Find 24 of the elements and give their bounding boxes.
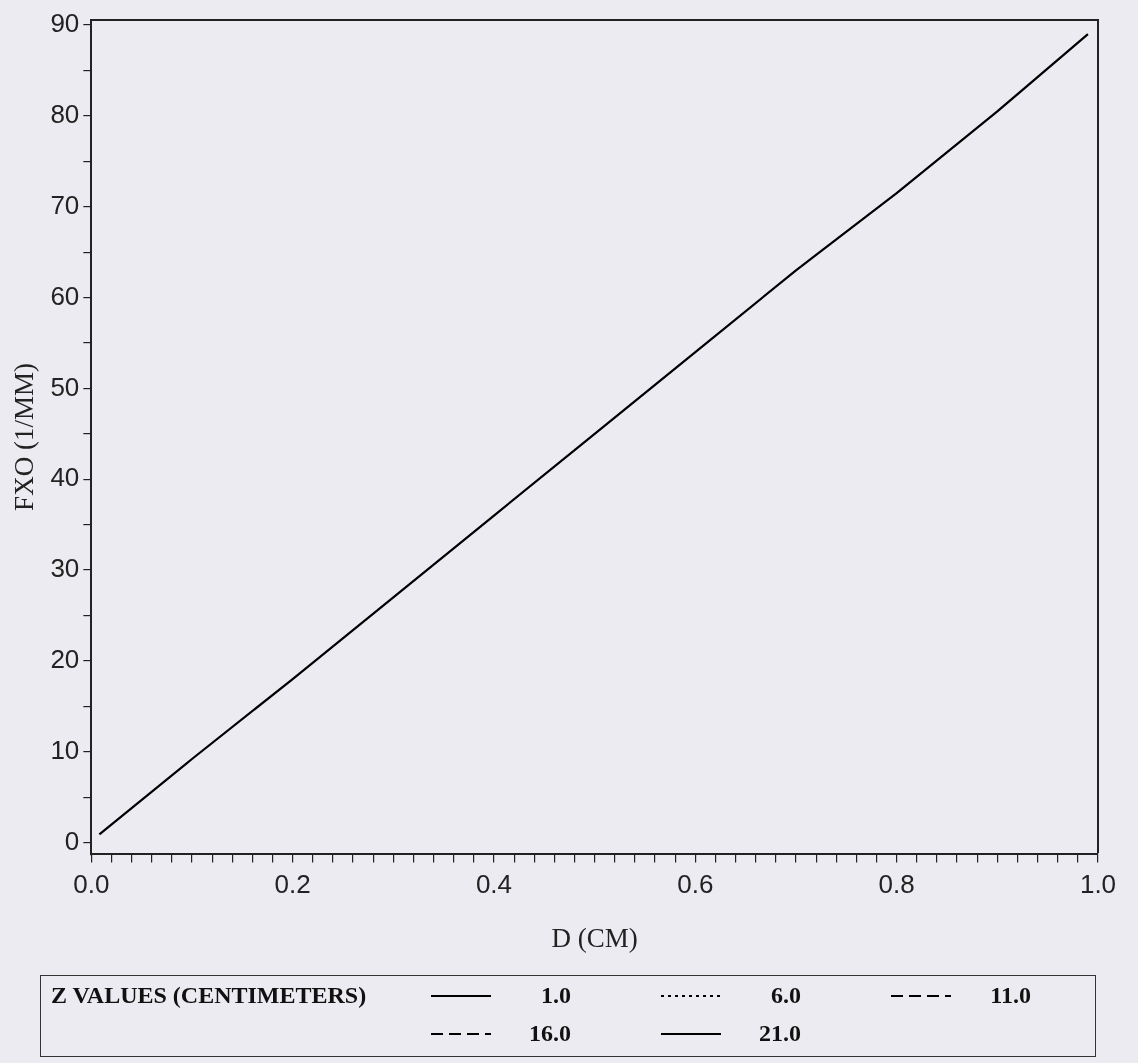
y-tick-label: 10 xyxy=(50,734,80,765)
x-tick-label: 0.4 xyxy=(475,869,513,900)
legend-label: 6.0 xyxy=(770,982,801,1009)
x-tick-label: 1.0 xyxy=(1079,869,1117,900)
y-tick-label: 20 xyxy=(50,644,80,675)
y-tick-label: 50 xyxy=(50,371,80,402)
x-tick-label: 0.6 xyxy=(677,869,714,900)
y-tick-label: 90 xyxy=(50,8,80,39)
y-tick-label: 70 xyxy=(50,189,80,220)
y-tick-label: 0 xyxy=(64,825,80,856)
legend-title: Z VALUES (CENTIMETERS) xyxy=(51,982,367,1009)
y-axis-title: FXO (1/MM) xyxy=(9,363,40,511)
x-axis-title: D (CM) xyxy=(551,922,638,953)
legend-label: 16.0 xyxy=(528,1020,571,1047)
legend-label: 1.0 xyxy=(540,982,571,1009)
legend-label: 11.0 xyxy=(989,982,1031,1009)
y-tick-label: 30 xyxy=(50,553,80,584)
y-tick-label: 40 xyxy=(50,462,80,493)
x-tick-label: 0.2 xyxy=(274,869,311,900)
y-tick-label: 80 xyxy=(50,99,80,130)
y-tick-label: 60 xyxy=(50,280,80,311)
x-tick-label: 0.8 xyxy=(878,869,915,900)
x-tick-label: 0.0 xyxy=(73,869,110,900)
legend-label: 21.0 xyxy=(758,1020,801,1047)
